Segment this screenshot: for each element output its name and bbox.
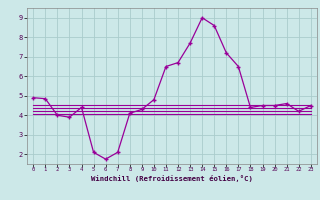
X-axis label: Windchill (Refroidissement éolien,°C): Windchill (Refroidissement éolien,°C) [91, 175, 253, 182]
